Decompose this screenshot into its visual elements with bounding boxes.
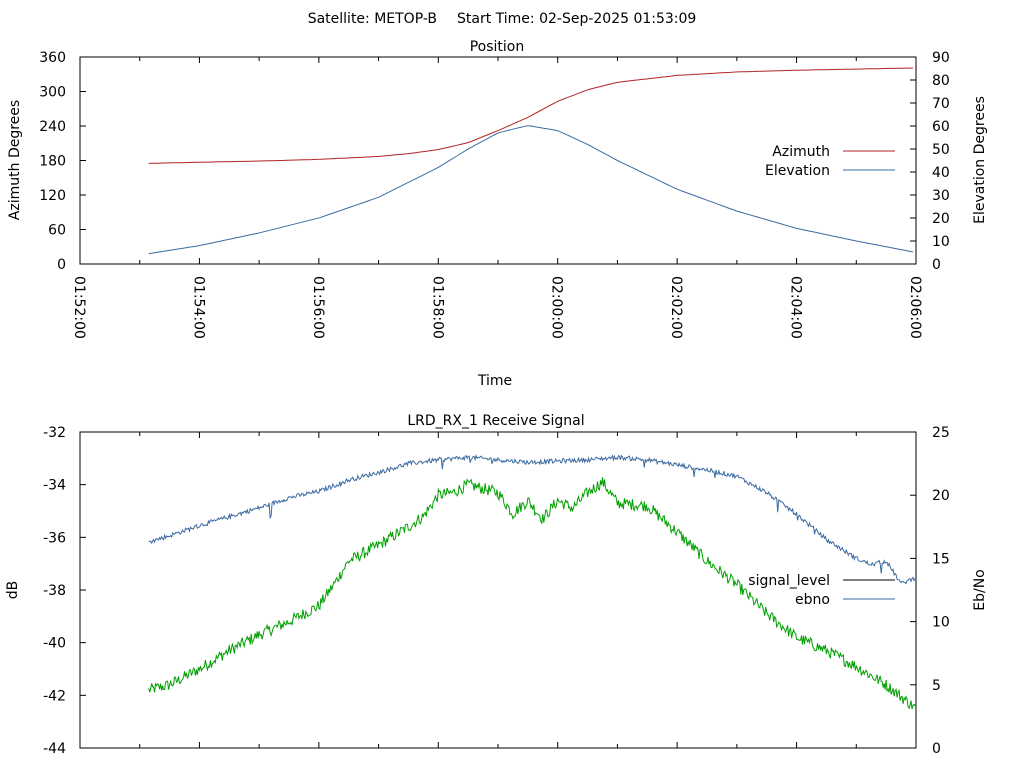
position-chart-title: Position xyxy=(470,39,525,55)
signal-axis-ticks: -44 -42 -40 -38 -36 -34 -32 0 5 10 15 20 25 xyxy=(43,425,950,757)
satellite-label: Satellite: METOP-B xyxy=(308,11,437,27)
x-tick-label: 02:02:00 xyxy=(668,276,684,339)
signal-y2-axis-label: Eb/No xyxy=(972,569,988,611)
y2-tick-label: 80 xyxy=(932,73,950,89)
signal-plot-area xyxy=(79,431,917,749)
position-y2-axis-label: Elevation Degrees xyxy=(972,96,988,224)
position-series xyxy=(148,67,914,255)
signal-series xyxy=(148,454,917,710)
y2-tick-label: 70 xyxy=(932,96,950,112)
y2-tick-label: 0 xyxy=(932,257,941,273)
position-plot-area xyxy=(79,56,917,265)
start-time-label: Start Time: 02-Sep-2025 01:53:09 xyxy=(457,11,696,27)
y2-tick-label: 50 xyxy=(932,142,950,158)
x-tick-label: 01:54:00 xyxy=(190,276,206,339)
y-tick-label: -44 xyxy=(43,741,66,757)
position-x-axis-label: Time xyxy=(477,373,512,389)
x-tick-label: 02:00:00 xyxy=(549,276,565,339)
legend-label-azimuth: Azimuth xyxy=(772,144,830,160)
y2-tick-label: 60 xyxy=(932,119,950,135)
y-tick-label: -32 xyxy=(43,425,66,441)
y2-tick-label: 10 xyxy=(932,234,950,250)
y2-tick-label: 0 xyxy=(932,741,941,757)
series-line-signal-level xyxy=(148,477,917,710)
y2-tick-label: 25 xyxy=(932,425,950,441)
signal-chart-title: LRD_RX_1 Receive Signal xyxy=(407,413,584,429)
x-tick-label: 01:58:00 xyxy=(429,276,445,339)
series-line-ebno xyxy=(148,454,917,585)
y2-tick-label: 90 xyxy=(932,50,950,66)
y2-tick-label: 30 xyxy=(932,188,950,204)
y-tick-label: 60 xyxy=(48,223,66,239)
signal-chart: LRD_RX_1 Receive Signal -44-42-40-38-36-… xyxy=(5,413,988,757)
series-line-elevation xyxy=(148,125,914,255)
y-tick-label: -36 xyxy=(43,530,66,546)
series-line-azimuth xyxy=(148,67,914,164)
legend-label-elevation: Elevation xyxy=(765,163,830,179)
position-axis-ticks: 0 60 120 180 240 300 360 0 10 20 30 40 50 60 70 80 90 01:… xyxy=(39,50,950,339)
legend-label-signal-level: signal_level xyxy=(748,573,830,589)
y-tick-label: 0 xyxy=(57,257,66,273)
y2-tick-label: 10 xyxy=(932,615,950,631)
y-tick-label: 300 xyxy=(39,85,66,101)
x-tick-label: 01:56:00 xyxy=(310,276,326,339)
y-tick-label: -40 xyxy=(43,636,66,652)
signal-y-axis-label: dB xyxy=(5,581,21,600)
y-tick-label: 240 xyxy=(39,119,66,135)
y-tick-label: -34 xyxy=(43,478,66,494)
x-tick-label: 02:06:00 xyxy=(907,276,923,339)
y-tick-label: -42 xyxy=(43,688,66,704)
y-tick-label: 180 xyxy=(39,154,66,170)
y2-tick-label: 40 xyxy=(932,165,950,181)
y-tick-label: -38 xyxy=(43,583,66,599)
x-tick-label: 01:52:00 xyxy=(71,276,87,339)
signal-legend: signal_level ebno xyxy=(748,573,895,608)
y2-tick-label: 5 xyxy=(932,678,941,694)
position-y-axis-label: Azimuth Degrees xyxy=(7,100,23,220)
position-chart: Position 0 60 120 180 240 300 360 0 10 20 30 40 50 60… xyxy=(7,39,988,389)
y-tick-label: 120 xyxy=(39,188,66,204)
position-legend: Azimuth Elevation xyxy=(765,144,895,179)
y2-tick-label: 15 xyxy=(932,551,950,567)
legend-label-ebno: ebno xyxy=(795,592,830,608)
y2-tick-label: 20 xyxy=(932,488,950,504)
y-tick-label: 360 xyxy=(39,50,66,66)
x-tick-label: 02:04:00 xyxy=(788,276,804,339)
y2-tick-label: 20 xyxy=(932,211,950,227)
